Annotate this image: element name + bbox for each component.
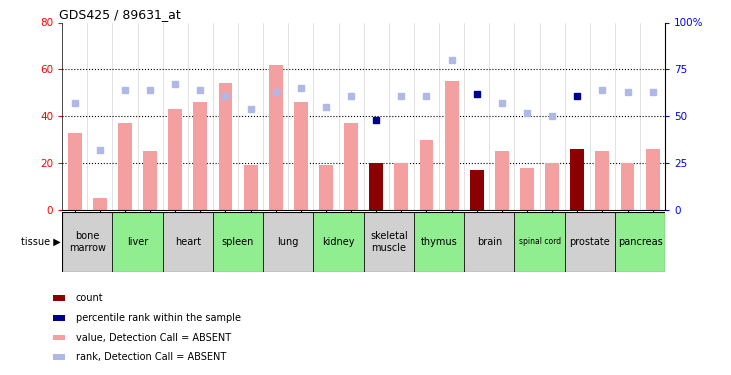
FancyBboxPatch shape — [62, 212, 113, 272]
Text: lung: lung — [278, 237, 299, 247]
Bar — [369, 163, 383, 210]
Bar — [168, 109, 182, 210]
FancyBboxPatch shape — [314, 212, 364, 272]
Bar — [470, 170, 484, 210]
Text: brain: brain — [477, 237, 502, 247]
Bar — [444, 81, 458, 210]
FancyBboxPatch shape — [464, 212, 515, 272]
FancyBboxPatch shape — [564, 212, 615, 272]
Bar — [243, 165, 257, 210]
Text: thymus: thymus — [420, 237, 458, 247]
Text: tissue ▶: tissue ▶ — [21, 237, 61, 247]
Bar — [68, 133, 82, 210]
Bar — [219, 84, 232, 210]
Bar — [395, 163, 409, 210]
Bar — [596, 152, 610, 210]
Bar — [194, 102, 208, 210]
Bar — [53, 296, 65, 301]
FancyBboxPatch shape — [263, 212, 314, 272]
Bar — [269, 64, 283, 210]
Text: count: count — [76, 293, 104, 303]
Text: value, Detection Call = ABSENT: value, Detection Call = ABSENT — [76, 333, 231, 342]
Bar — [545, 163, 559, 210]
Text: rank, Detection Call = ABSENT: rank, Detection Call = ABSENT — [76, 352, 226, 362]
Text: skeletal
muscle: skeletal muscle — [370, 231, 408, 253]
Bar — [53, 354, 65, 360]
FancyBboxPatch shape — [162, 212, 213, 272]
FancyBboxPatch shape — [113, 212, 162, 272]
Bar — [93, 198, 107, 210]
Bar — [495, 152, 509, 210]
FancyBboxPatch shape — [414, 212, 464, 272]
Bar — [53, 334, 65, 340]
FancyBboxPatch shape — [515, 212, 564, 272]
Bar — [53, 315, 65, 321]
Text: bone
marrow: bone marrow — [69, 231, 106, 253]
Bar — [570, 149, 584, 210]
Text: GDS425 / 89631_at: GDS425 / 89631_at — [59, 8, 181, 21]
Bar — [520, 168, 534, 210]
Bar — [645, 149, 659, 210]
Bar — [118, 123, 132, 210]
Bar — [621, 163, 635, 210]
Text: kidney: kidney — [322, 237, 355, 247]
Text: liver: liver — [127, 237, 148, 247]
Bar — [319, 165, 333, 210]
Text: pancreas: pancreas — [618, 237, 662, 247]
Text: prostate: prostate — [569, 237, 610, 247]
Bar — [420, 140, 433, 210]
FancyBboxPatch shape — [615, 212, 665, 272]
Bar — [294, 102, 308, 210]
FancyBboxPatch shape — [364, 212, 414, 272]
Text: percentile rank within the sample: percentile rank within the sample — [76, 313, 241, 323]
Bar — [344, 123, 358, 210]
FancyBboxPatch shape — [213, 212, 263, 272]
Bar — [143, 152, 157, 210]
Text: spinal cord: spinal cord — [518, 237, 561, 246]
Text: spleen: spleen — [221, 237, 254, 247]
Text: heart: heart — [175, 237, 201, 247]
